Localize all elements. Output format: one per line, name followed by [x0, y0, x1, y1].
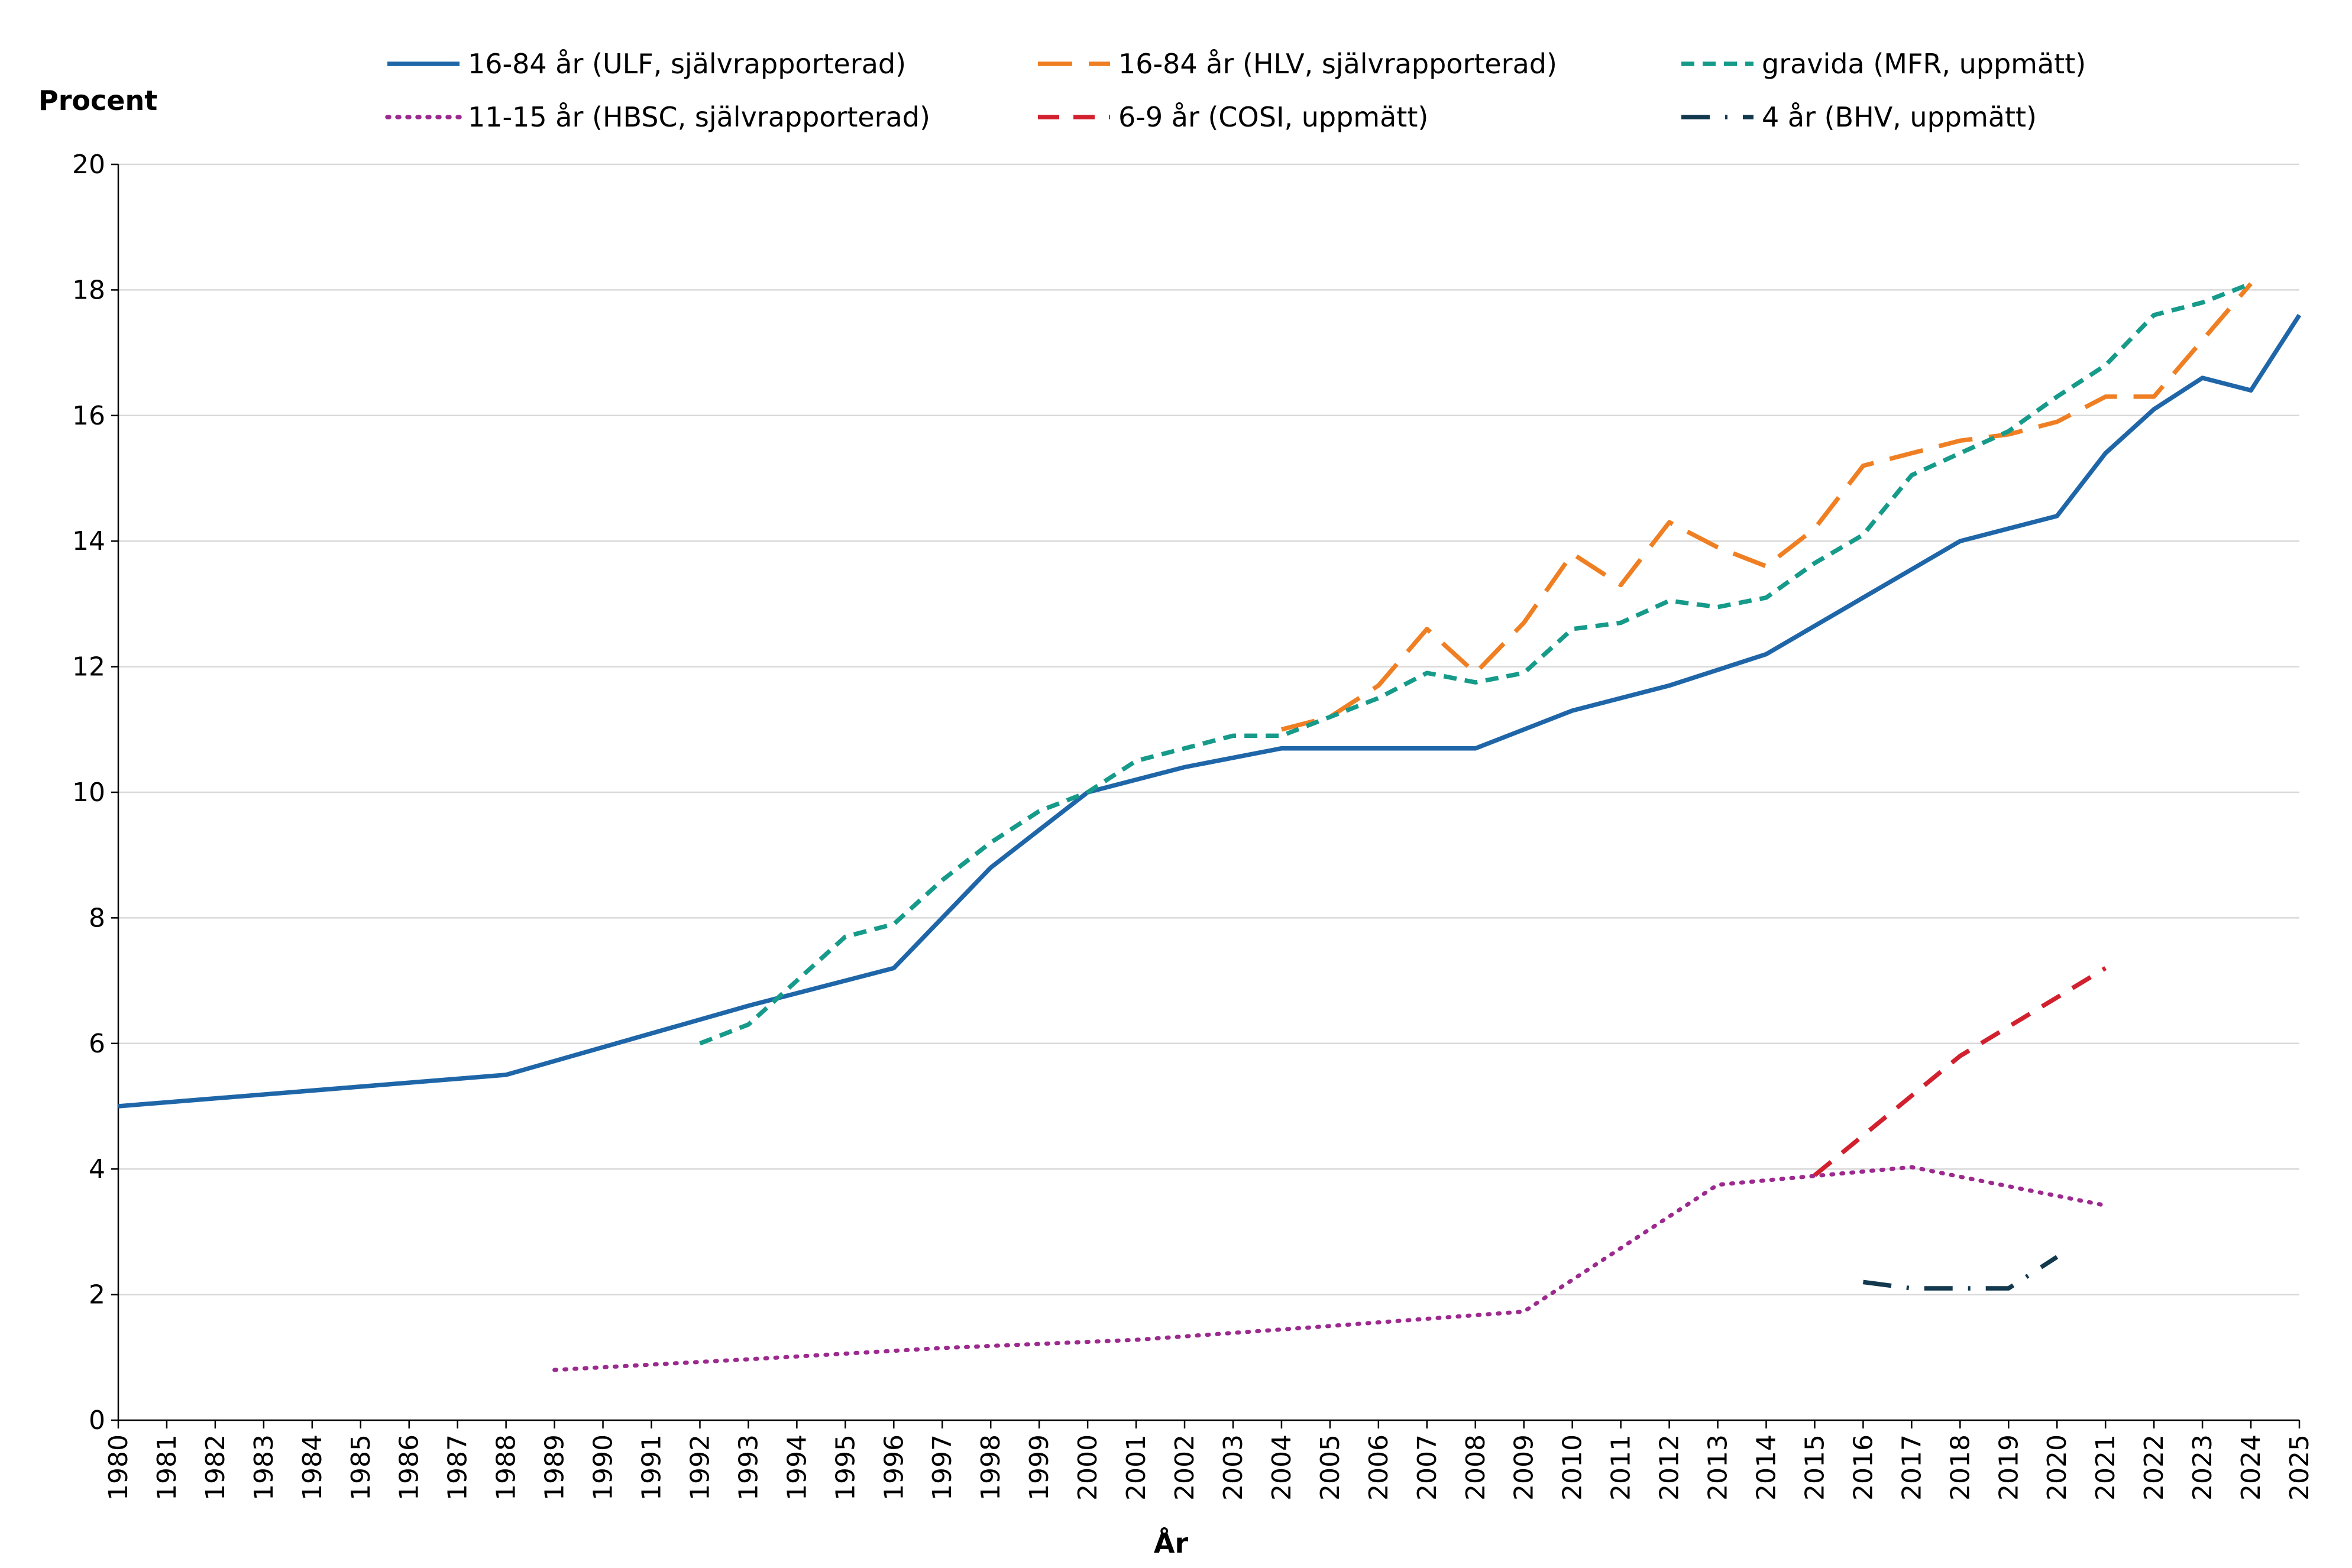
x-tick-label-2010: 2010	[1558, 1434, 1588, 1501]
x-tick-label-2000: 2000	[1073, 1434, 1103, 1501]
x-tick-label-1997: 1997	[927, 1434, 957, 1501]
x-tick-label-2001: 2001	[1121, 1434, 1151, 1501]
legend-item-4: 6-9 år (COSI, uppmätt)	[1038, 101, 1428, 133]
axes: 0 2 4 6 8 10 12 14 16 18 20 1980 1981 1982 1983 1984 198…	[72, 150, 2315, 1501]
series-lines	[118, 281, 2302, 1372]
x-tick-label-1982: 1982	[200, 1434, 231, 1501]
legend-label-0: 16-84 år (ULF, självrapporterad)	[468, 48, 906, 80]
x-tick-label-2014: 2014	[1751, 1434, 1781, 1501]
legend-label-5: 4 år (BHV, uppmätt)	[1762, 101, 2037, 133]
x-tick-label-2006: 2006	[1364, 1434, 1394, 1501]
x-tick-label-2002: 2002	[1170, 1434, 1200, 1501]
x-tick-label-2004: 2004	[1267, 1434, 1297, 1501]
x-tick-label-1991: 1991	[637, 1434, 667, 1501]
y-tick-label-16: 16	[72, 401, 105, 431]
x-tick-label-1980: 1980	[103, 1434, 134, 1501]
y-tick-label-12: 12	[72, 652, 105, 682]
legend-item-2: gravida (MFR, uppmätt)	[1681, 48, 2086, 80]
series-line-3	[552, 1165, 2108, 1372]
y-tick-label-0: 0	[89, 1405, 105, 1436]
x-tick-label-1996: 1996	[879, 1434, 909, 1501]
x-tick-label-2024: 2024	[2236, 1434, 2266, 1501]
x-tick-label-2019: 2019	[1994, 1434, 2024, 1501]
legend-label-3: 11-15 år (HBSC, självrapporterad)	[468, 101, 930, 133]
x-tick-label-1987: 1987	[443, 1434, 473, 1501]
x-tick-label-2017: 2017	[1897, 1434, 1927, 1501]
legend-label-4: 6-9 år (COSI, uppmätt)	[1118, 101, 1428, 133]
grid-lines	[118, 163, 2299, 1295]
x-tick-label-2025: 2025	[2285, 1434, 2315, 1501]
x-tick-label-2007: 2007	[1412, 1434, 1442, 1501]
y-tick-label-8: 8	[89, 903, 105, 933]
y-tick-label-14: 14	[72, 526, 105, 556]
y-tick-label-20: 20	[72, 150, 105, 180]
legend-item-0: 16-84 år (ULF, självrapporterad)	[387, 48, 906, 80]
legend: 16-84 år (ULF, självrapporterad) 16-84 år…	[385, 48, 2086, 133]
x-tick-label-1999: 1999	[1024, 1434, 1054, 1501]
x-tick-label-1994: 1994	[782, 1434, 812, 1501]
y-tick-label-18: 18	[72, 275, 105, 305]
series-line-4	[1813, 966, 2107, 1177]
y-tick-label-6: 6	[89, 1029, 105, 1059]
legend-item-1: 16-84 år (HLV, självrapporterad)	[1038, 48, 1557, 80]
x-tick-label-2018: 2018	[1945, 1434, 1975, 1501]
x-axis-title: År	[1154, 1527, 1189, 1559]
legend-item-3: 11-15 år (HBSC, självrapporterad)	[385, 101, 930, 133]
x-tick-label-1993: 1993	[733, 1434, 763, 1501]
x-tick-label-1985: 1985	[346, 1434, 376, 1501]
x-tick-label-2013: 2013	[1703, 1434, 1733, 1501]
series-line-0	[118, 313, 2302, 1109]
x-tick-label-1998: 1998	[976, 1434, 1006, 1501]
x-tick-label-2016: 2016	[1848, 1434, 1878, 1501]
series-line-2	[699, 281, 2252, 1046]
x-tick-label-2003: 2003	[1218, 1434, 1248, 1501]
x-tick-label-1984: 1984	[297, 1434, 328, 1501]
x-tick-label-2005: 2005	[1315, 1434, 1345, 1501]
x-tick-label-2009: 2009	[1509, 1434, 1539, 1501]
legend-item-5: 4 år (BHV, uppmätt)	[1681, 101, 2037, 133]
x-tick-label-1989: 1989	[540, 1434, 570, 1501]
x-tick-label-2021: 2021	[2091, 1434, 2121, 1501]
x-tick-label-1990: 1990	[588, 1434, 619, 1501]
legend-label-1: 16-84 år (HLV, självrapporterad)	[1118, 48, 1557, 80]
x-tick-label-1995: 1995	[830, 1434, 860, 1501]
x-tick-label-2015: 2015	[1800, 1434, 1830, 1501]
y-tick-label-2: 2	[89, 1280, 105, 1310]
y-tick-label-10: 10	[72, 777, 105, 808]
y-tick-label-4: 4	[89, 1154, 105, 1184]
series-line-5	[1862, 1255, 2059, 1291]
x-tick-label-1992: 1992	[685, 1434, 715, 1501]
x-tick-label-1988: 1988	[491, 1434, 522, 1501]
x-tick-label-2023: 2023	[2188, 1434, 2218, 1501]
x-tick-label-2022: 2022	[2139, 1434, 2169, 1501]
x-tick-label-1983: 1983	[249, 1434, 279, 1501]
x-tick-label-1986: 1986	[394, 1434, 425, 1501]
series-line-1	[1280, 282, 2253, 732]
x-tick-label-2008: 2008	[1461, 1434, 1491, 1501]
x-tick-label-1981: 1981	[152, 1434, 182, 1501]
x-tick-label-2012: 2012	[1655, 1434, 1685, 1501]
y-axis-title: Procent	[38, 85, 157, 116]
legend-label-2: gravida (MFR, uppmätt)	[1762, 48, 2086, 80]
x-tick-label-2011: 2011	[1606, 1434, 1636, 1501]
x-tick-label-2020: 2020	[2042, 1434, 2072, 1501]
